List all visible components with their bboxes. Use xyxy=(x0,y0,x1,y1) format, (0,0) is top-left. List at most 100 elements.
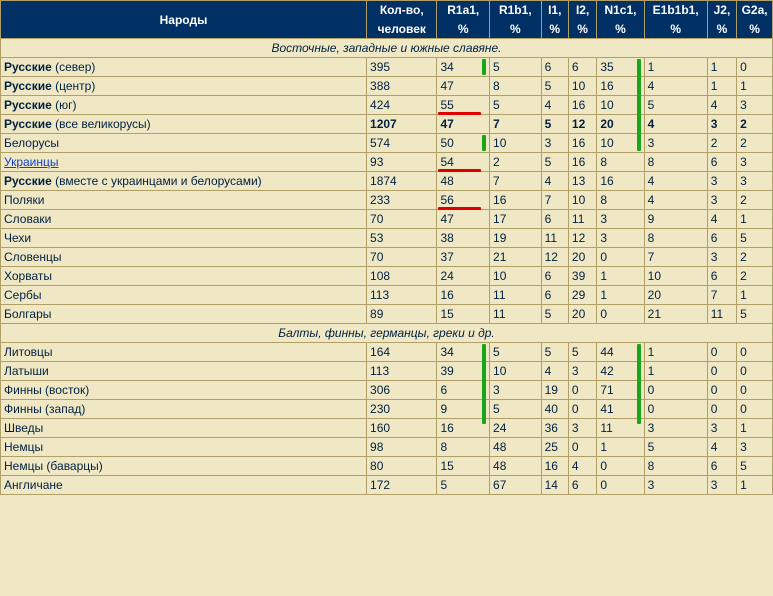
cell-n1c1: 0 xyxy=(597,457,644,476)
cell-r1b1: 3 xyxy=(490,381,542,400)
cell-g2a: 5 xyxy=(737,457,773,476)
cell-r1b1: 10 xyxy=(490,134,542,153)
cell-r1b1: 7 xyxy=(490,172,542,191)
cell-g2a: 0 xyxy=(737,381,773,400)
cell-i2: 12 xyxy=(568,229,596,248)
cell-name: Словаки xyxy=(1,210,367,229)
cell-n1c1: 8 xyxy=(597,153,644,172)
cell-e: 0 xyxy=(644,381,707,400)
cell-g2a: 2 xyxy=(737,191,773,210)
section-title: Балты, финны, германцы, греки и др. xyxy=(1,324,773,343)
table-row: Белорусы574501031610322 xyxy=(1,134,773,153)
cell-i2: 0 xyxy=(568,381,596,400)
cell-j2: 0 xyxy=(707,381,736,400)
cell-n1c1: 8 xyxy=(597,191,644,210)
col-r1b1-a: R1b1, xyxy=(490,1,542,20)
table-row: Словенцы70372112200732 xyxy=(1,248,773,267)
cell-r1a1: 54 xyxy=(437,153,490,172)
cell-i2: 12 xyxy=(568,115,596,134)
table-row: Шведы160162436311331 xyxy=(1,419,773,438)
cell-n1c1: 1 xyxy=(597,267,644,286)
cell-i1: 4 xyxy=(541,362,568,381)
cell-r1a1: 37 xyxy=(437,248,490,267)
cell-e: 4 xyxy=(644,191,707,210)
cell-e: 0 xyxy=(644,400,707,419)
cell-g2a: 1 xyxy=(737,77,773,96)
table-row: Украинцы935425168863 xyxy=(1,153,773,172)
cell-j2: 3 xyxy=(707,115,736,134)
cell-count: 395 xyxy=(367,58,437,77)
cell-g2a: 5 xyxy=(737,229,773,248)
cell-name: Финны (восток) xyxy=(1,381,367,400)
cell-j2: 1 xyxy=(707,77,736,96)
cell-i2: 11 xyxy=(568,210,596,229)
cell-g2a: 0 xyxy=(737,343,773,362)
cell-n1c1: 16 xyxy=(597,172,644,191)
table-row: Финны (запад)2309540041000 xyxy=(1,400,773,419)
cell-count: 1207 xyxy=(367,115,437,134)
cell-i2: 16 xyxy=(568,153,596,172)
cell-g2a: 2 xyxy=(737,134,773,153)
cell-e: 1 xyxy=(644,343,707,362)
cell-i2: 20 xyxy=(568,248,596,267)
table-header: Народы Кол-во, R1a1, R1b1, I1, I2, N1c1,… xyxy=(1,1,773,39)
cell-i1: 5 xyxy=(541,305,568,324)
cell-count: 89 xyxy=(367,305,437,324)
cell-i2: 6 xyxy=(568,476,596,495)
cell-g2a: 0 xyxy=(737,400,773,419)
cell-i2: 10 xyxy=(568,191,596,210)
cell-i1: 7 xyxy=(541,191,568,210)
cell-j2: 3 xyxy=(707,248,736,267)
cell-j2: 3 xyxy=(707,419,736,438)
cell-i1: 5 xyxy=(541,153,568,172)
cell-e: 10 xyxy=(644,267,707,286)
cell-i1: 19 xyxy=(541,381,568,400)
cell-e: 5 xyxy=(644,96,707,115)
cell-name: Русские (вместе с украинцами и белорусам… xyxy=(1,172,367,191)
cell-n1c1: 44 xyxy=(597,343,644,362)
col-e-b: % xyxy=(644,20,707,39)
cell-j2: 6 xyxy=(707,457,736,476)
cell-i1: 6 xyxy=(541,58,568,77)
cell-i1: 6 xyxy=(541,286,568,305)
cell-count: 574 xyxy=(367,134,437,153)
table-row: Русские (север)3953456635110 xyxy=(1,58,773,77)
cell-r1b1: 5 xyxy=(490,400,542,419)
cell-e: 4 xyxy=(644,77,707,96)
table-row: Немцы (баварцы)8015481640865 xyxy=(1,457,773,476)
cell-r1a1: 47 xyxy=(437,210,490,229)
col-i2-b: % xyxy=(568,20,596,39)
cell-name: Украинцы xyxy=(1,153,367,172)
col-n1c1-a: N1c1, xyxy=(597,1,644,20)
cell-e: 1 xyxy=(644,362,707,381)
cell-r1a1: 47 xyxy=(437,115,490,134)
people-link[interactable]: Украинцы xyxy=(4,155,59,169)
cell-r1b1: 11 xyxy=(490,286,542,305)
cell-g2a: 1 xyxy=(737,210,773,229)
cell-i1: 6 xyxy=(541,210,568,229)
cell-j2: 4 xyxy=(707,96,736,115)
table-row: Поляки23356167108432 xyxy=(1,191,773,210)
cell-count: 108 xyxy=(367,267,437,286)
table-row: Русские (центр)38847851016411 xyxy=(1,77,773,96)
col-n1c1-b: % xyxy=(597,20,644,39)
cell-j2: 2 xyxy=(707,134,736,153)
cell-g2a: 5 xyxy=(737,305,773,324)
cell-n1c1: 0 xyxy=(597,305,644,324)
cell-i1: 40 xyxy=(541,400,568,419)
cell-i1: 6 xyxy=(541,267,568,286)
col-i2-a: I2, xyxy=(568,1,596,20)
cell-n1c1: 1 xyxy=(597,286,644,305)
cell-count: 70 xyxy=(367,210,437,229)
section-title: Восточные, западные и южные славяне. xyxy=(1,39,773,58)
cell-j2: 7 xyxy=(707,286,736,305)
table-row: Англичане1725671460331 xyxy=(1,476,773,495)
col-peoples: Народы xyxy=(1,1,367,39)
cell-e: 4 xyxy=(644,172,707,191)
table-row: Немцы988482501543 xyxy=(1,438,773,457)
cell-name: Чехи xyxy=(1,229,367,248)
cell-j2: 6 xyxy=(707,229,736,248)
cell-j2: 0 xyxy=(707,343,736,362)
cell-i2: 0 xyxy=(568,438,596,457)
cell-g2a: 2 xyxy=(737,248,773,267)
